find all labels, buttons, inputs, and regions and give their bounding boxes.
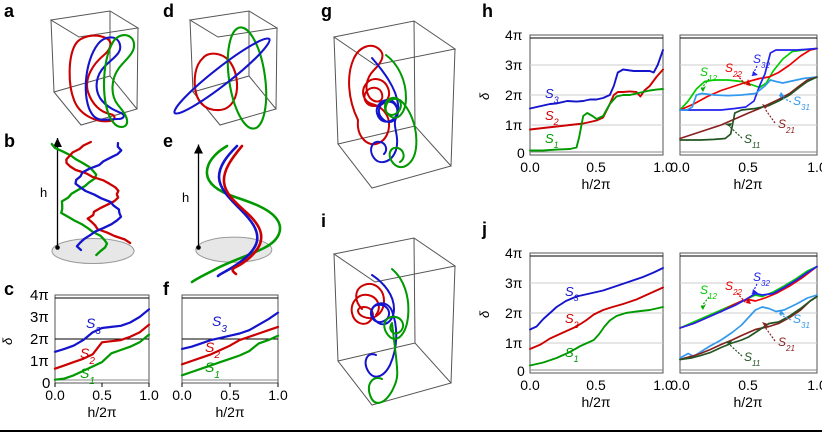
svg-text:S11: S11 (744, 132, 760, 150)
svg-text:S1: S1 (545, 131, 559, 150)
svg-text:4π: 4π (505, 27, 523, 43)
svg-text:S31: S31 (793, 312, 810, 330)
svg-text:2π: 2π (505, 87, 523, 103)
svg-text:S22: S22 (725, 279, 742, 297)
svg-text:0.5: 0.5 (738, 159, 758, 175)
svg-text:S21: S21 (778, 335, 795, 353)
svg-text:1π: 1π (505, 117, 523, 133)
svg-text:4π: 4π (505, 245, 523, 261)
svg-text:h/2π: h/2π (581, 394, 610, 410)
svg-text:S3: S3 (545, 86, 559, 105)
svg-text:S11: S11 (744, 350, 760, 368)
svg-text:3π: 3π (505, 57, 523, 73)
svg-text:0.0: 0.0 (520, 377, 540, 393)
svg-text:2π: 2π (505, 305, 523, 321)
svg-text:S32: S32 (753, 270, 770, 288)
svg-text:S2: S2 (545, 108, 559, 127)
svg-text:h/2π: h/2π (733, 394, 762, 410)
svg-text:0.5: 0.5 (586, 159, 606, 175)
svg-text:1π: 1π (505, 335, 523, 351)
svg-text:3π: 3π (505, 275, 523, 291)
svg-text:h/2π: h/2π (733, 176, 762, 192)
svg-text:h/2π: h/2π (581, 176, 610, 192)
svg-text:0.0: 0.0 (670, 159, 690, 175)
svg-text:1.0: 1.0 (807, 377, 822, 393)
svg-text:0.0: 0.0 (520, 159, 540, 175)
svg-text:S31: S31 (793, 94, 810, 112)
svg-text:δ: δ (477, 92, 492, 100)
svg-text:0.5: 0.5 (738, 377, 758, 393)
svg-text:0.0: 0.0 (670, 377, 690, 393)
svg-text:S21: S21 (778, 117, 795, 135)
svg-text:0.5: 0.5 (586, 377, 606, 393)
svg-text:S22: S22 (725, 61, 742, 79)
svg-text:S32: S32 (753, 52, 770, 70)
svg-text:δ: δ (477, 310, 492, 318)
svg-text:1.0: 1.0 (807, 159, 822, 175)
svg-text:S2: S2 (565, 311, 579, 330)
